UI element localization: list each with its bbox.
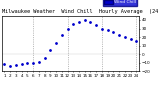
Text: Milwaukee Weather  Wind Chill  Hourly Average  (24 Hours): Milwaukee Weather Wind Chill Hourly Aver… bbox=[2, 9, 160, 14]
Legend: Wind Chill: Wind Chill bbox=[103, 0, 137, 6]
